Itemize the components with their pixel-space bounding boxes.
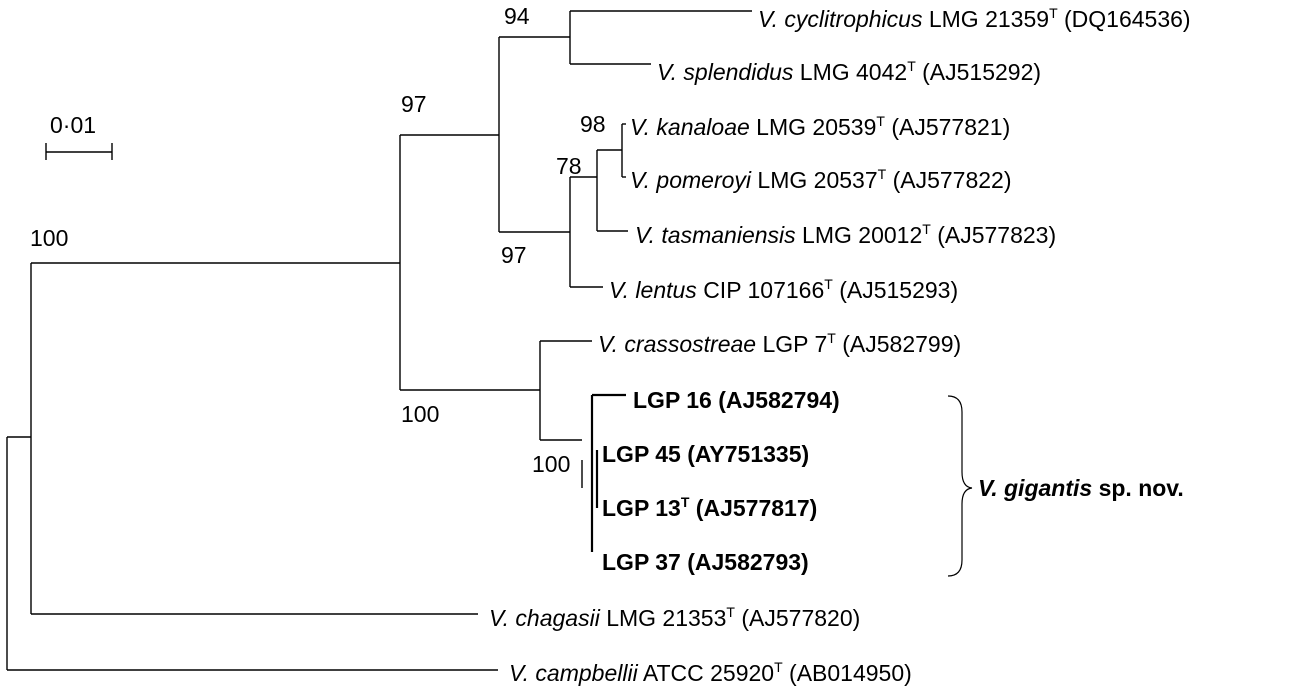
clade-bracket (947, 395, 973, 577)
scale-bar-label: 0·01 (50, 112, 96, 138)
bootstrap-value: 100 (30, 225, 68, 251)
taxon-label: LGP 13T (AJ577817) (602, 494, 817, 521)
taxon-label: V. kanaloae LMG 20539T (AJ577821) (630, 113, 1010, 140)
taxon-label: V. chagasii LMG 21353T (AJ577820) (489, 604, 860, 631)
taxon-label: LGP 37 (AJ582793) (602, 549, 809, 575)
bootstrap-value: 100 (532, 451, 570, 477)
taxon-label: V. cyclitrophicus LMG 21359T (DQ164536) (758, 5, 1191, 32)
taxon-label: LGP 45 (AY751335) (602, 441, 809, 467)
taxon-label: V. campbellii ATCC 25920T (AB014950) (509, 659, 912, 686)
taxon-label: V. lentus CIP 107166T (AJ515293) (609, 276, 958, 303)
bootstrap-values: 94 97 98 78 97 100 100 100 (30, 3, 606, 477)
scale-bar: 0·01 (45, 112, 113, 160)
clade-label: V. gigantis sp. nov. (978, 475, 1184, 501)
bootstrap-value: 78 (556, 153, 582, 179)
taxon-label: V. pomeroyi LMG 20537T (AJ577822) (630, 166, 1012, 193)
bootstrap-value: 98 (580, 111, 606, 137)
taxon-label: V. crassostreae LGP 7T (AJ582799) (598, 330, 961, 357)
taxon-label: V. tasmaniensis LMG 20012T (AJ577823) (635, 221, 1056, 248)
taxon-labels: V. cyclitrophicus LMG 21359T (DQ164536) … (489, 5, 1191, 686)
tree-branches (6, 10, 752, 671)
bootstrap-value: 100 (401, 401, 439, 427)
taxon-label: V. splendidus LMG 4042T (AJ515292) (657, 58, 1041, 85)
taxon-label: LGP 16 (AJ582794) (633, 387, 840, 413)
bootstrap-value: 94 (504, 3, 530, 29)
bootstrap-value: 97 (501, 242, 527, 268)
bootstrap-value: 97 (401, 91, 427, 117)
